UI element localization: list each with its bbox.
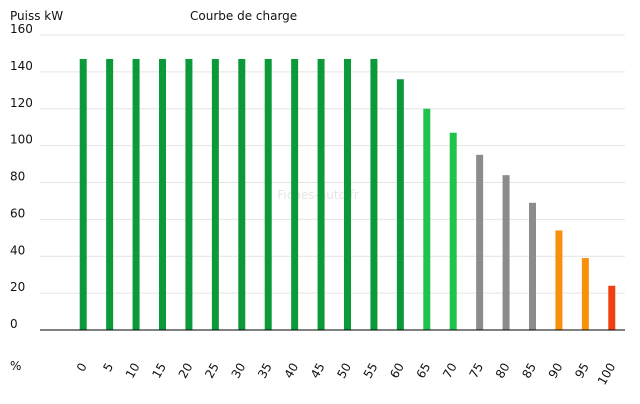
x-tick-label: 80 [493,360,513,380]
x-tick-label: 30 [229,361,249,381]
x-tick-label: 45 [308,361,328,381]
y-tick-label: 140 [10,59,33,73]
bar [581,258,589,330]
x-tick-label: 50 [334,361,354,381]
bar [79,58,87,330]
y-tick-label: 100 [10,133,33,147]
x-tick-label: 5 [100,361,116,375]
x-tick-label: 60 [387,361,407,381]
bar [476,154,484,330]
x-tick-label: 40 [281,361,301,381]
bar [159,58,166,330]
x-tick-label: 20 [176,361,196,381]
bar [291,58,299,330]
y-tick-label: 60 [10,206,25,220]
bar [370,58,378,330]
y-tick-label: 0 [10,317,18,331]
bar [106,58,114,330]
bar [211,58,219,330]
x-tick-label: 35 [255,361,275,381]
chart-title: Courbe de charge [190,9,297,23]
bar [449,132,457,330]
y-tick-label: 160 [10,22,33,36]
x-tick-label: 100 [595,361,619,388]
bar [423,108,431,330]
y-tick-label: 80 [10,170,25,184]
bar [396,79,404,330]
bar [317,58,325,330]
bar [529,202,536,330]
x-tick-label: 10 [123,361,143,381]
bar [264,58,272,330]
bar [344,58,351,330]
x-tick-label: 65 [414,361,434,381]
x-axis-label: % [10,359,21,373]
bar [132,58,140,330]
x-tick-label: 75 [466,361,486,381]
bar [238,58,246,330]
bar [185,58,193,330]
y-tick-label: 120 [10,96,33,110]
y-tick-label: 20 [10,280,25,294]
x-tick-label: 15 [149,361,169,381]
x-tick-label: 55 [361,361,381,381]
y-axis-label: Puiss kW [10,9,63,23]
bar [502,175,510,330]
x-tick-label: 90 [546,361,566,381]
bar [608,285,616,330]
y-tick-label: 40 [10,243,25,257]
x-tick-label: 25 [202,361,222,381]
x-tick-label: 0 [74,361,90,375]
x-tick-label: 95 [572,361,592,381]
bar [555,230,563,330]
x-tick-label: 70 [440,361,460,381]
x-tick-label: 85 [519,361,539,381]
